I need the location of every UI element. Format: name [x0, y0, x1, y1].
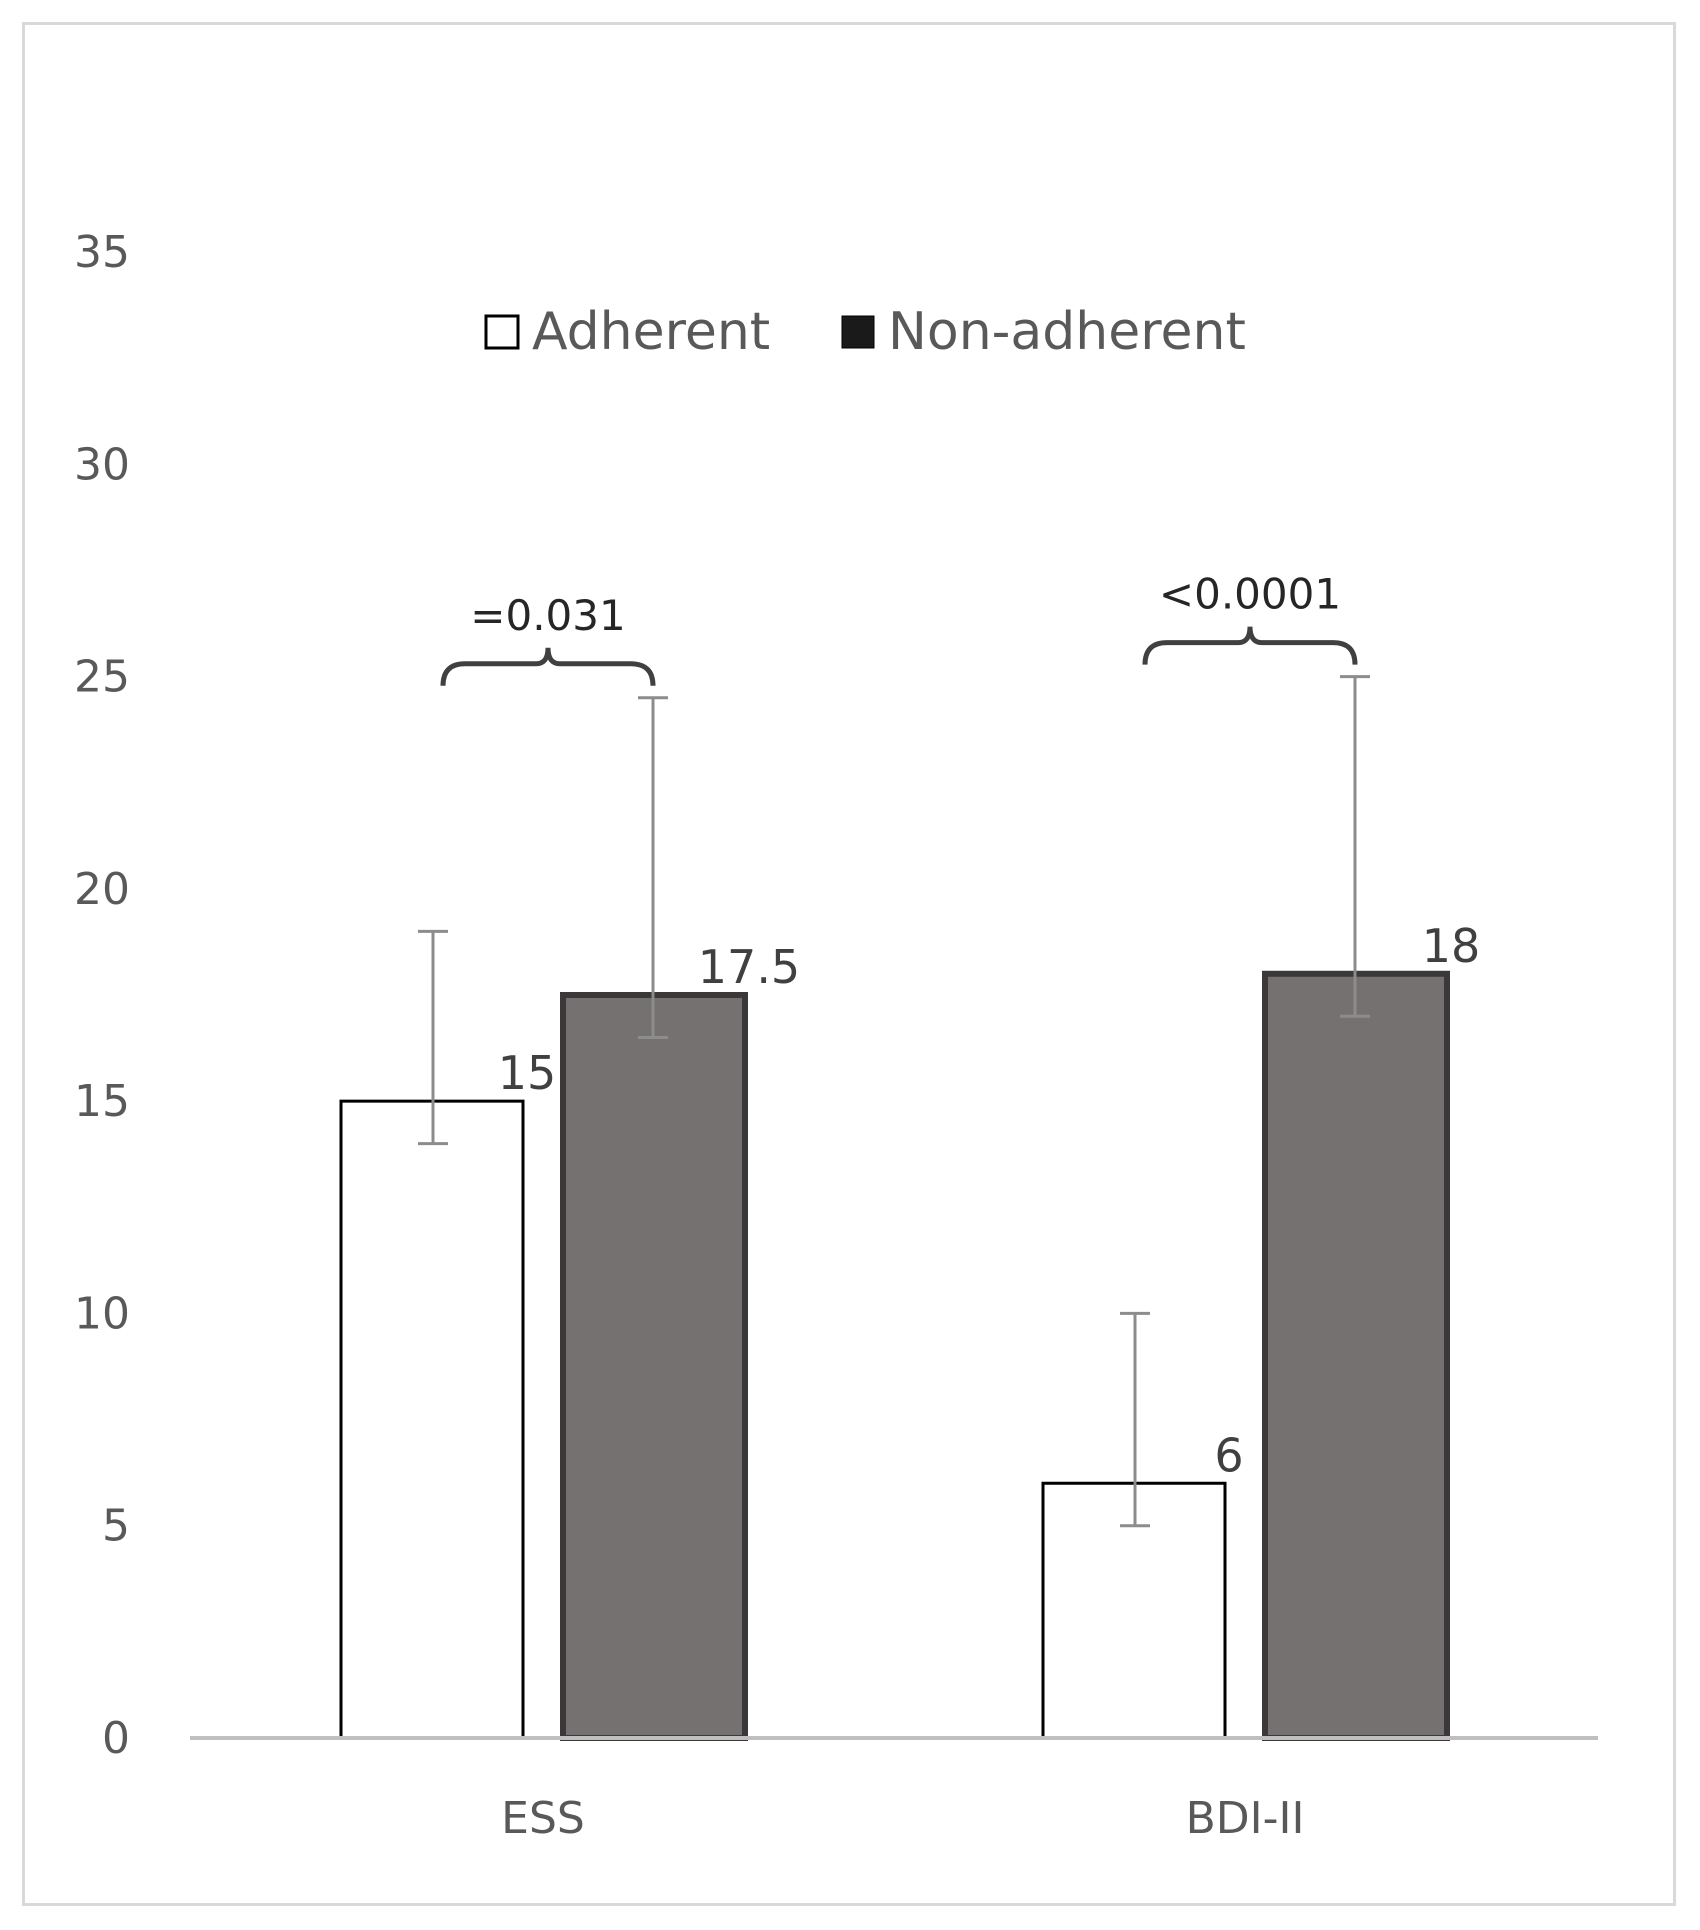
- y-tick-label: 20: [74, 864, 130, 915]
- category-labels: ESS BDI-II: [501, 1793, 1304, 1844]
- data-label: 17.5: [698, 940, 800, 994]
- bars: [339, 970, 1450, 1741]
- legend-label: Adherent: [532, 302, 770, 362]
- data-label: 18: [1422, 919, 1481, 973]
- significance-brace: [440, 647, 656, 686]
- legend-swatch-non-adherent: [841, 315, 875, 349]
- y-tick-label: 10: [74, 1288, 130, 1339]
- p-value-label: <0.0001: [1159, 570, 1341, 619]
- y-axis-ticks: 0 5 10 15 20 25 30 35: [74, 227, 130, 1764]
- significance-brace: [1142, 626, 1358, 665]
- y-tick-label: 25: [74, 652, 130, 703]
- p-value-label: =0.031: [470, 591, 625, 640]
- data-labels: 15 6 17.5 18: [498, 919, 1481, 1482]
- significance-annotations: =0.031 <0.0001: [440, 570, 1358, 686]
- error-bars: [418, 675, 1370, 1528]
- category-label: BDI-II: [1186, 1793, 1305, 1844]
- bar-non-adherent-ess: [560, 992, 748, 1741]
- legend-label: Non-adherent: [888, 302, 1246, 362]
- bar-non-adherent-bdi-ii: [1262, 970, 1450, 1741]
- data-label: 15: [498, 1046, 557, 1100]
- y-tick-label: 35: [74, 227, 130, 278]
- y-tick-label: 0: [102, 1713, 130, 1764]
- data-label: 6: [1214, 1428, 1243, 1482]
- category-label: ESS: [501, 1793, 585, 1844]
- bar-adherent-ess: [339, 1099, 525, 1740]
- legend: Adherent Non-adherent: [484, 302, 1246, 362]
- y-tick-label: 5: [102, 1501, 130, 1552]
- y-tick-label: 30: [74, 439, 130, 490]
- legend-swatch-adherent: [484, 314, 520, 350]
- y-tick-label: 15: [74, 1076, 130, 1127]
